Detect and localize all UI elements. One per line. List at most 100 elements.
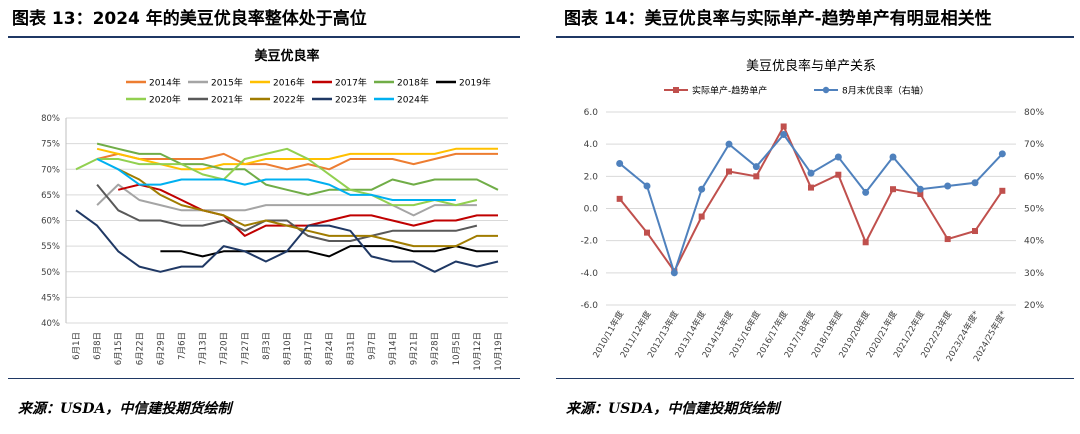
data-point-square <box>780 123 787 130</box>
x-tick-label: 6月1日 <box>72 332 82 360</box>
x-tick-label: 6月8日 <box>93 332 103 360</box>
x-tick-label: 7月13日 <box>199 332 209 365</box>
right-y-tick-label: 40% <box>1024 237 1044 247</box>
data-point-square <box>726 168 732 175</box>
series-line-2023年 <box>75 209 499 273</box>
data-point-square <box>698 213 705 220</box>
data-point-square <box>616 195 623 202</box>
right-bottom-rule <box>556 378 1074 379</box>
right-y-tick-label: 80% <box>1024 108 1044 118</box>
series-line-2022年 <box>117 168 498 248</box>
data-point-circle <box>916 185 924 193</box>
left-y-tick-label: 6.0 <box>584 108 599 118</box>
x-tick-label: 7月20日 <box>220 332 230 365</box>
y-tick-label: 45% <box>41 293 60 303</box>
left-figure-heading: 图表 13：2024 年的美豆优良率整体处于高位 <box>12 9 367 29</box>
data-point-circle <box>944 182 952 190</box>
data-point-square <box>972 228 978 235</box>
x-tick-label: 7月6日 <box>178 332 188 360</box>
x-tick-label: 10月12日 <box>473 332 483 371</box>
left-y-tick-label: -6.0 <box>580 301 598 311</box>
legend-label-2018年: 2018年 <box>397 77 429 89</box>
right-figure-heading: 图表 14：美豆优良率与实际单产-趋势单产有明显相关性 <box>564 9 992 29</box>
data-point-square <box>890 186 896 193</box>
right-y-tick-label: 50% <box>1024 205 1044 215</box>
data-point-square <box>944 236 951 243</box>
data-point-square <box>917 191 924 198</box>
y-tick-label: 50% <box>41 268 60 278</box>
data-point-square <box>999 187 1006 194</box>
legend-label-2023年: 2023年 <box>335 94 367 106</box>
data-point-circle <box>862 188 870 196</box>
legend-label-2015年: 2015年 <box>211 77 243 89</box>
legend-label-2016年: 2016年 <box>273 77 305 89</box>
data-point-circle <box>752 163 760 171</box>
series-line-2021年 <box>96 183 478 242</box>
x-tick-label: 6月29日 <box>156 332 166 365</box>
x-tick-label: 9月28日 <box>431 332 441 365</box>
data-point-circle <box>807 169 815 177</box>
data-point-square <box>753 173 760 180</box>
x-tick-label: 6月15日 <box>114 332 124 365</box>
legend-label-2024年: 2024年 <box>397 94 429 106</box>
right-y-tick-label: 20% <box>1024 301 1044 311</box>
left-y-tick-label: 0.0 <box>584 205 599 215</box>
x-tick-label: 10月19日 <box>494 332 504 371</box>
x-tick-label: 8月17日 <box>304 332 314 365</box>
left-y-tick-label: 4.0 <box>584 140 599 150</box>
data-point-circle <box>889 153 897 161</box>
data-point-square <box>808 184 814 191</box>
right-chart-title: 美豆优良率与单产关系 <box>746 58 876 74</box>
right-y-tick-label: 30% <box>1024 269 1044 279</box>
left-heading-rule <box>8 36 520 38</box>
data-point-circle <box>616 159 624 167</box>
x-tick-label: 7月27日 <box>241 332 251 365</box>
series-line-2024年 <box>96 158 456 201</box>
x-tick-label: 8月31日 <box>346 332 356 365</box>
x-tick-label: 9月21日 <box>410 332 420 365</box>
left-bottom-rule <box>8 378 520 379</box>
data-point-circle <box>780 131 788 139</box>
left-y-tick-label: -2.0 <box>580 237 598 247</box>
x-tick-label: 10月5日 <box>452 332 462 365</box>
left-chart-title: 美豆优良率 <box>254 48 319 64</box>
data-point-square <box>835 171 842 178</box>
x-tick-label: 8月24日 <box>325 332 335 365</box>
left-chart-area: 美豆优良率 2014年 2015年 2016年 2017年 2018年 2019年 2020年… <box>41 48 508 371</box>
series-line-2019年 <box>160 245 498 258</box>
legend-label: 实际单产-趋势单产 <box>692 85 767 97</box>
right-y-tick-label: 60% <box>1024 172 1044 182</box>
legend-label-2019年: 2019年 <box>459 77 491 89</box>
legend-label-2017年: 2017年 <box>335 77 367 89</box>
legend-label-2021年: 2021年 <box>211 94 243 106</box>
left-source-note: 来源：USDA，中信建投期货绘制 <box>18 401 232 417</box>
data-point-circle <box>834 153 842 161</box>
series-line-right <box>619 132 1004 277</box>
y-tick-label: 55% <box>41 242 60 252</box>
legend-marker-square <box>673 87 679 93</box>
x-tick-label: 9月14日 <box>389 332 399 365</box>
y-tick-label: 80% <box>41 114 60 124</box>
series-line-2020年 <box>75 147 478 207</box>
data-point-circle <box>998 150 1006 158</box>
data-point-circle <box>971 179 979 187</box>
legend-marker-circle <box>822 86 830 94</box>
series-line-2017年 <box>117 183 498 237</box>
legend-label-2022年: 2022年 <box>273 94 305 106</box>
right-y-tick-label: 70% <box>1024 140 1044 150</box>
data-point-circle <box>725 140 733 148</box>
left-y-tick-label: -4.0 <box>580 269 598 279</box>
y-tick-label: 60% <box>41 217 60 227</box>
x-tick-label: 6月22日 <box>135 332 145 365</box>
right-source-note: 来源：USDA，中信建投期货绘制 <box>566 401 780 417</box>
y-tick-label: 40% <box>41 319 60 329</box>
data-point-square <box>862 239 869 246</box>
data-point-square <box>644 229 650 236</box>
legend-label-2014年: 2014年 <box>149 77 181 89</box>
data-point-circle <box>643 182 651 190</box>
y-tick-label: 65% <box>41 191 60 201</box>
x-tick-label: 8月10日 <box>283 332 293 365</box>
series-line-2015年 <box>96 183 477 217</box>
right-heading-rule <box>556 36 1074 38</box>
